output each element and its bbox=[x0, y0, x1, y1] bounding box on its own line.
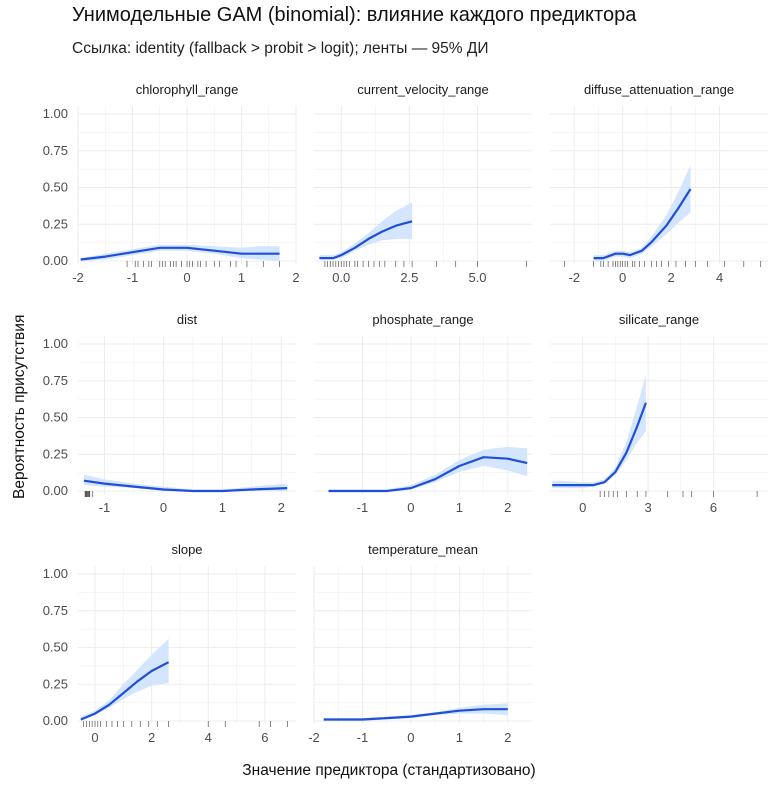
y-tick-label: 0.75 bbox=[43, 603, 68, 618]
x-tick-label: 0 bbox=[579, 500, 586, 515]
facet-title: slope bbox=[171, 542, 202, 557]
facet-title: current_velocity_range bbox=[357, 82, 489, 97]
effect-line bbox=[593, 188, 692, 260]
facet-title: silicate_range bbox=[619, 312, 699, 327]
x-tick-label: -1 bbox=[357, 730, 369, 745]
confidence-ribbon bbox=[80, 638, 169, 721]
x-tick-label: -1 bbox=[99, 500, 111, 515]
y-tick-label: 1.00 bbox=[43, 106, 68, 121]
x-tick-label: 1 bbox=[456, 730, 463, 745]
x-tick-label: 1 bbox=[219, 500, 226, 515]
y-tick-label: 0.00 bbox=[43, 713, 68, 728]
confidence-ribbon bbox=[328, 446, 528, 491]
facet-title: dist bbox=[177, 312, 198, 327]
x-tick-label: 6 bbox=[710, 500, 717, 515]
x-tick-label: 2 bbox=[292, 270, 299, 285]
x-axis-label: Значение предиктора (стандартизовано) bbox=[242, 762, 536, 779]
x-tick-label: 6 bbox=[261, 730, 268, 745]
x-tick-label: 5.0 bbox=[468, 270, 486, 285]
x-tick-label: 0 bbox=[91, 730, 98, 745]
facet-panel: dist 0.00 0.25 0.50 0.75 1.00 -1 0 1 2 bbox=[43, 312, 296, 515]
facet-title: diffuse_attenuation_range bbox=[584, 82, 734, 97]
y-tick-label: 0.00 bbox=[43, 483, 68, 498]
effect-line bbox=[80, 246, 280, 261]
x-tick-label: -1 bbox=[357, 500, 369, 515]
effect-line bbox=[323, 708, 508, 721]
y-tick-label: 0.25 bbox=[43, 676, 68, 691]
y-tick-label: 0.50 bbox=[43, 410, 68, 425]
y-tick-label: 0.75 bbox=[43, 143, 68, 158]
effect-line bbox=[552, 402, 647, 487]
y-tick-label: 0.00 bbox=[43, 253, 68, 268]
facet-panel: phosphate_range -1 0 1 2 bbox=[314, 312, 532, 515]
x-tick-label: 2 bbox=[504, 730, 511, 745]
facet-title: chlorophyll_range bbox=[136, 82, 239, 97]
x-tick-label: 3 bbox=[644, 500, 651, 515]
x-tick-label: -2 bbox=[568, 270, 580, 285]
x-tick-label: 1 bbox=[238, 270, 245, 285]
effect-line bbox=[83, 479, 288, 493]
confidence-ribbon bbox=[80, 244, 280, 261]
figure-title: Унимодельные GAM (binomial): влияние каж… bbox=[72, 4, 637, 26]
facet-panel: silicate_range 0 3 6 bbox=[550, 312, 768, 515]
x-tick-label: 2 bbox=[278, 500, 285, 515]
x-tick-label: 0 bbox=[183, 270, 190, 285]
x-tick-label: 4 bbox=[716, 270, 723, 285]
facet-panel: diffuse_attenuation_range -2 0 2 4 bbox=[550, 82, 768, 285]
y-tick-label: 0.50 bbox=[43, 640, 68, 655]
x-tick-label: 0 bbox=[407, 500, 414, 515]
y-tick-label: 0.50 bbox=[43, 180, 68, 195]
effect-line bbox=[319, 220, 413, 260]
confidence-ribbon bbox=[323, 703, 508, 721]
x-tick-label: -2 bbox=[72, 270, 84, 285]
confidence-ribbon bbox=[552, 374, 646, 489]
y-tick-label: 0.25 bbox=[43, 446, 68, 461]
x-tick-label: 4 bbox=[205, 730, 212, 745]
facet-title: temperature_mean bbox=[368, 542, 478, 557]
y-tick-label: 1.00 bbox=[43, 566, 68, 581]
x-tick-label: -1 bbox=[127, 270, 139, 285]
x-tick-label: 2 bbox=[504, 500, 511, 515]
x-tick-label: 0 bbox=[619, 270, 626, 285]
y-tick-label: 0.25 bbox=[43, 216, 68, 231]
figure-subtitle: Ссылка: identity (fallback > probit > lo… bbox=[72, 40, 489, 57]
facet-panel: slope 0.00 0.25 0.50 0.75 1.00 0 2 4 6 bbox=[43, 542, 296, 745]
x-tick-label: 0 bbox=[407, 730, 414, 745]
facet-title: phosphate_range bbox=[372, 312, 473, 327]
x-tick-label: 0.0 bbox=[332, 270, 350, 285]
effect-line bbox=[80, 661, 170, 721]
y-tick-label: 0.75 bbox=[43, 373, 68, 388]
x-tick-label: -2 bbox=[308, 730, 320, 745]
x-tick-label: 0 bbox=[160, 500, 167, 515]
y-tick-label: 1.00 bbox=[43, 336, 68, 351]
facet-panel: chlorophyll_range 0.00 0.25 0.50 0.75 1.00 -2 -… bbox=[43, 82, 300, 285]
confidence-ribbon bbox=[319, 202, 413, 260]
facet-panel: temperature_mean -2 -1 0 1 2 bbox=[308, 542, 532, 745]
effect-line bbox=[328, 456, 528, 493]
facet-panel: current_velocity_range 0.0 2.5 5.0 bbox=[314, 82, 532, 285]
confidence-ribbon bbox=[593, 165, 691, 261]
x-tick-label: 2 bbox=[148, 730, 155, 745]
x-tick-label: 1 bbox=[456, 500, 463, 515]
x-tick-label: 2 bbox=[667, 270, 674, 285]
x-tick-label: 2.5 bbox=[400, 270, 418, 285]
